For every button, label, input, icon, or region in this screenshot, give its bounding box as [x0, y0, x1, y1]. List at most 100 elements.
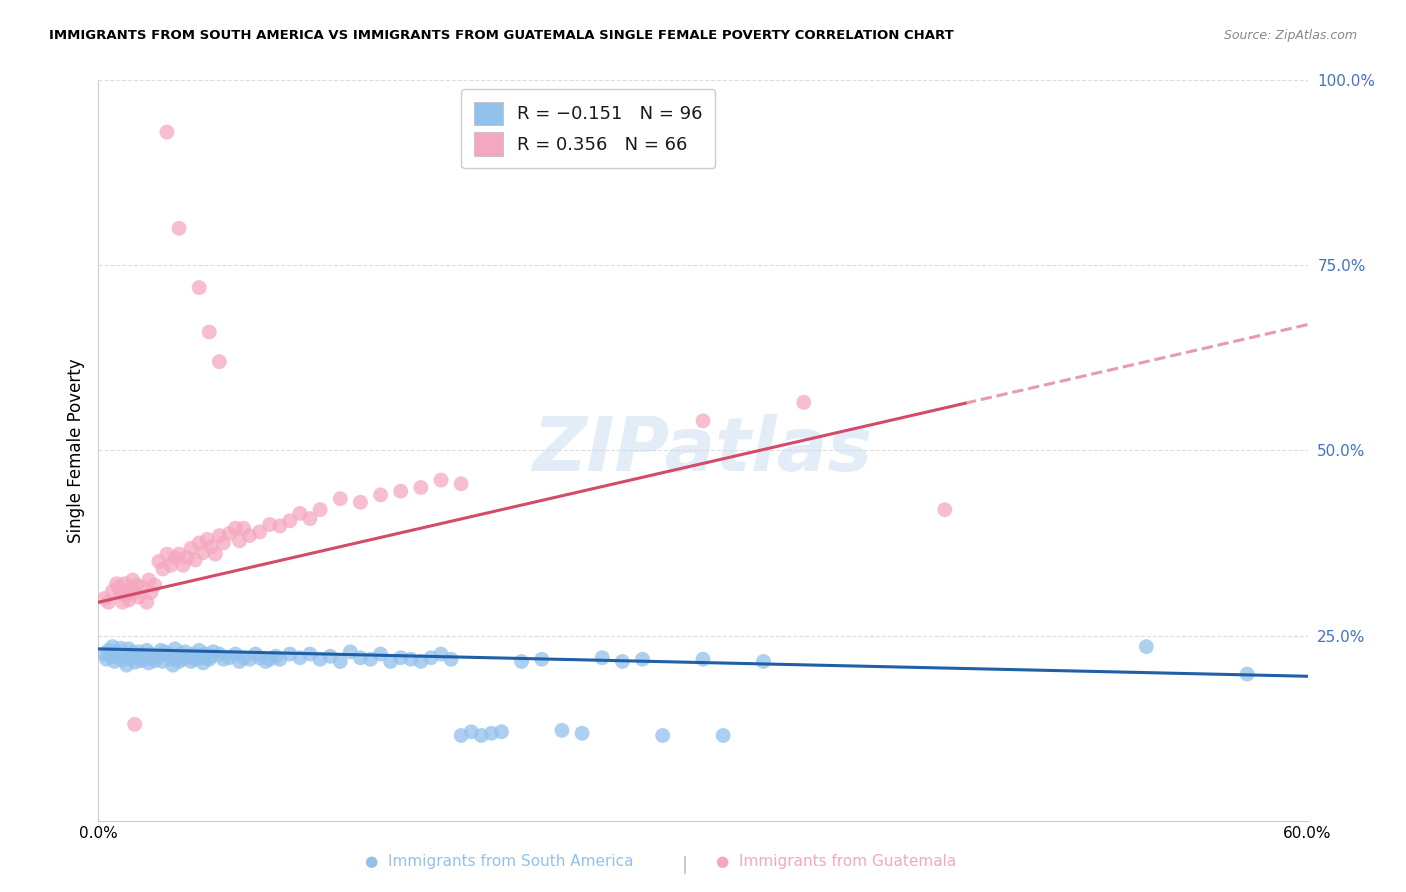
- Point: [430, 473, 453, 487]
- Point: [124, 585, 146, 599]
- Text: ●  Immigrants from Guatemala: ● Immigrants from Guatemala: [717, 854, 956, 869]
- Point: [129, 654, 152, 668]
- Point: [184, 553, 207, 567]
- Point: [224, 647, 246, 661]
- Point: [176, 550, 198, 565]
- Point: [278, 647, 301, 661]
- Point: [132, 648, 155, 662]
- Point: [319, 649, 342, 664]
- Point: [170, 647, 193, 661]
- Point: [430, 647, 453, 661]
- Point: [692, 414, 714, 428]
- Point: [93, 591, 115, 606]
- Point: [249, 524, 271, 539]
- Point: [389, 484, 412, 499]
- Point: [631, 652, 654, 666]
- Point: [156, 125, 179, 139]
- Point: [121, 646, 143, 660]
- Point: [107, 581, 129, 595]
- Point: [288, 507, 311, 521]
- Point: [148, 649, 170, 664]
- Point: [360, 652, 382, 666]
- Point: [370, 488, 392, 502]
- Point: [249, 650, 271, 665]
- Point: [132, 581, 155, 595]
- Point: [121, 573, 143, 587]
- Point: [752, 655, 775, 669]
- Point: [245, 647, 267, 661]
- Point: [111, 595, 134, 609]
- Point: [143, 654, 166, 668]
- Point: [152, 562, 174, 576]
- Point: [208, 528, 231, 542]
- Point: [212, 536, 235, 550]
- Point: [299, 511, 322, 525]
- Point: [135, 595, 157, 609]
- Point: [188, 643, 211, 657]
- Point: [190, 650, 212, 665]
- Point: [162, 658, 184, 673]
- Point: [218, 526, 240, 541]
- Point: [125, 650, 148, 665]
- Point: [692, 652, 714, 666]
- Point: [198, 652, 221, 666]
- Point: [153, 645, 176, 659]
- Point: [135, 643, 157, 657]
- Point: [389, 650, 412, 665]
- Point: [329, 491, 352, 506]
- Point: [269, 519, 291, 533]
- Point: [172, 558, 194, 573]
- Point: [349, 650, 371, 665]
- Point: [111, 653, 134, 667]
- Point: [329, 655, 352, 669]
- Point: [128, 645, 150, 659]
- Point: [200, 649, 222, 664]
- Point: [399, 652, 422, 666]
- Point: [105, 576, 128, 591]
- Point: [97, 643, 120, 657]
- Point: [1135, 640, 1157, 654]
- Point: [228, 533, 250, 548]
- Point: [120, 651, 142, 665]
- Point: [309, 652, 332, 666]
- Point: [202, 645, 225, 659]
- Point: [142, 650, 165, 665]
- Point: [254, 655, 277, 669]
- Point: [188, 280, 211, 294]
- Point: [934, 502, 956, 516]
- Point: [612, 655, 634, 669]
- Point: [651, 729, 673, 743]
- Point: [172, 652, 194, 666]
- Point: [160, 558, 183, 573]
- Point: [125, 578, 148, 592]
- Point: [440, 652, 463, 666]
- Point: [120, 582, 142, 597]
- Point: [184, 652, 207, 666]
- Point: [450, 729, 472, 743]
- Point: [232, 521, 254, 535]
- Point: [138, 656, 160, 670]
- Point: [299, 647, 322, 661]
- Point: [193, 656, 215, 670]
- Point: [134, 652, 156, 666]
- Point: [195, 533, 218, 547]
- Point: [571, 726, 593, 740]
- Point: [450, 476, 472, 491]
- Text: ZIPatlas: ZIPatlas: [533, 414, 873, 487]
- Point: [118, 593, 141, 607]
- Point: [124, 717, 146, 731]
- Point: [181, 647, 204, 661]
- Point: [188, 536, 211, 550]
- Point: [110, 641, 132, 656]
- Point: [118, 641, 141, 656]
- Point: [460, 724, 482, 739]
- Point: [349, 495, 371, 509]
- Point: [239, 528, 262, 542]
- Point: [224, 521, 246, 535]
- Point: [166, 650, 188, 665]
- Point: [180, 541, 202, 556]
- Point: [259, 517, 281, 532]
- Point: [115, 658, 138, 673]
- Point: [218, 650, 240, 665]
- Point: [110, 585, 132, 599]
